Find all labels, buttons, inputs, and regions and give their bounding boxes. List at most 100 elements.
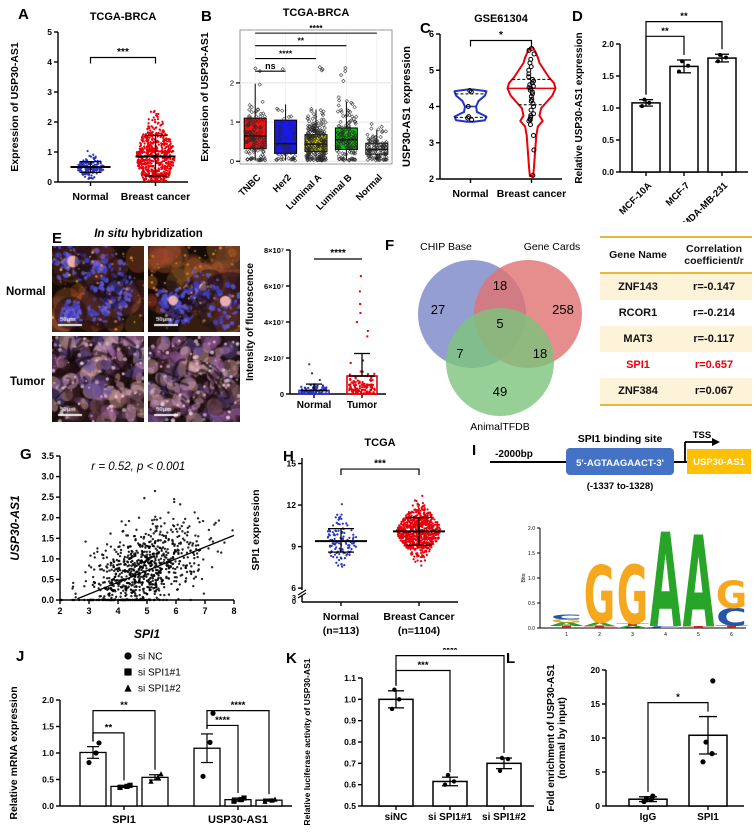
svg-text:Gene Cards: Gene Cards — [524, 241, 581, 253]
panel-e-chart: Intensity of fluorescence 0 2×10⁷ 4×10⁷ 6×10… — [245, 246, 386, 411]
venn-diagram: CHIP Base Gene Cards AnimalTFDB 27 258 49 18 7 1… — [418, 241, 582, 433]
panel-k-chart: Relative luciferase activity of USP30-AS… — [302, 648, 534, 826]
svg-text:5: 5 — [496, 316, 503, 331]
panel-label-d: D — [572, 8, 583, 25]
svg-text:5: 5 — [47, 27, 52, 37]
svg-text:1.0: 1.0 — [42, 748, 54, 758]
svg-text:0.0: 0.0 — [602, 167, 614, 177]
svg-text:7: 7 — [202, 606, 207, 616]
svg-text:0.7: 0.7 — [344, 758, 356, 768]
svg-text:1.0: 1.0 — [41, 554, 54, 564]
svg-text:A: A — [551, 622, 583, 627]
svg-text:TCGA: TCGA — [364, 437, 395, 449]
micrograph-normal-1 — [52, 246, 144, 332]
svg-text:T: T — [715, 625, 747, 629]
svg-text:2: 2 — [57, 606, 62, 616]
svg-text:0: 0 — [292, 597, 296, 606]
panel-l-chart: Fold enrichment of USP30-AS1 (normal by i… — [546, 664, 744, 823]
svg-text:4: 4 — [664, 632, 667, 638]
svg-text:2: 2 — [230, 78, 234, 87]
svg-text:MCF-10A: MCF-10A — [617, 180, 654, 217]
svg-text:18: 18 — [533, 346, 547, 361]
svg-text:2.0: 2.0 — [528, 526, 535, 532]
panel-label-h: H — [283, 448, 294, 465]
panel-e: In situ hybridization Normal Tumor Inten… — [6, 226, 398, 432]
svg-text:6: 6 — [291, 583, 296, 593]
svg-text:0: 0 — [47, 177, 52, 187]
svg-text:4: 4 — [115, 606, 120, 616]
svg-text:**: ** — [297, 36, 304, 46]
svg-text:4×10⁷: 4×10⁷ — [264, 318, 284, 327]
svg-text:0.5: 0.5 — [528, 601, 535, 607]
svg-text:Expression of USP30-AS1: Expression of USP30-AS1 — [199, 32, 211, 162]
svg-text:8×10⁷: 8×10⁷ — [264, 246, 284, 255]
panel-h-chart: TCGA SPI1 expression 6 9 12 15 30 Normal (n=113)… — [250, 437, 458, 637]
svg-text:IgG: IgG — [640, 812, 657, 823]
svg-text:****: **** — [443, 648, 458, 656]
svg-text:0.5: 0.5 — [344, 801, 356, 811]
svg-text:Normal: Normal — [72, 191, 108, 203]
svg-text:TCGA-BRCA: TCGA-BRCA — [90, 11, 157, 23]
svg-text:T: T — [616, 623, 648, 626]
svg-text:C: C — [551, 613, 582, 621]
svg-text:0: 0 — [595, 801, 600, 811]
svg-text:3: 3 — [631, 632, 634, 638]
panel-e-title: In situ hybridization — [94, 228, 203, 240]
panel-label-c: C — [420, 20, 431, 37]
svg-text:10: 10 — [591, 733, 601, 743]
svg-text:0.9: 0.9 — [344, 716, 356, 726]
panel-d-chart: Relative USP30-AS1 expression 0.0 0.5 1.0 1.… — [574, 11, 748, 222]
svg-text:8: 8 — [231, 606, 236, 616]
svg-text:***: *** — [374, 459, 386, 470]
svg-text:SPI1: SPI1 — [112, 814, 136, 826]
svg-text:ns: ns — [265, 61, 276, 71]
svg-text:USP30-AS1: USP30-AS1 — [208, 814, 268, 826]
col-correlation: Correlation coefficient/r — [684, 243, 744, 268]
svg-text:2.0: 2.0 — [42, 695, 54, 705]
panel-label-k: K — [286, 650, 297, 667]
svg-text:****: **** — [309, 23, 323, 33]
svg-text:A: A — [650, 506, 682, 652]
svg-text:**: ** — [120, 700, 128, 711]
micrograph-tumor-1 — [52, 336, 144, 422]
svg-text:G: G — [551, 619, 582, 624]
svg-text:-2000bp: -2000bp — [495, 449, 533, 460]
panel-label-e: E — [52, 230, 63, 247]
svg-text:0.5: 0.5 — [602, 135, 614, 145]
svg-text:3.5: 3.5 — [41, 451, 54, 461]
svg-text:1: 1 — [47, 147, 52, 157]
svg-text:A: A — [617, 625, 649, 629]
svg-text:Relative USP30-AS1 expression: Relative USP30-AS1 expression — [574, 32, 585, 183]
svg-text:1.0: 1.0 — [528, 576, 535, 582]
svg-text:T: T — [550, 625, 582, 629]
svg-text:(normal by input): (normal by input) — [557, 697, 568, 779]
svg-text:258: 258 — [552, 302, 574, 317]
micrograph-tumor-2 — [148, 336, 240, 422]
svg-text:2×10⁷: 2×10⁷ — [264, 354, 284, 363]
svg-text:Relative luciferase activity o: Relative luciferase activity of USP30-AS… — [302, 658, 312, 825]
svg-text:2: 2 — [598, 632, 601, 638]
svg-text:T: T — [583, 625, 615, 628]
svg-text:r = 0.52, p < 0.001: r = 0.52, p < 0.001 — [91, 461, 185, 473]
svg-text:Breast cancer: Breast cancer — [121, 191, 190, 203]
svg-text:4: 4 — [429, 102, 434, 112]
svg-text:6×10⁷: 6×10⁷ — [264, 282, 284, 291]
svg-text:3: 3 — [86, 606, 91, 616]
svg-text:si SPI1#2: si SPI1#2 — [138, 684, 181, 695]
panel-label-i: I — [472, 442, 477, 459]
svg-text:Intensity of fluorescence: Intensity of fluorescence — [245, 263, 256, 381]
svg-text:2: 2 — [429, 174, 434, 184]
svg-text:1.5: 1.5 — [41, 533, 54, 543]
svg-text:TNBC: TNBC — [237, 172, 264, 199]
panel-a-chart: TCGA-BRCA Expression of USP30-AS1 0 1 2 3 4 5 No… — [9, 11, 190, 203]
svg-text:USP30-AS1 expression: USP30-AS1 expression — [401, 46, 413, 167]
svg-text:2.5: 2.5 — [41, 492, 54, 502]
table-row: ZNF143 r=-0.147 — [600, 274, 752, 301]
row-label-tumor: Tumor — [10, 376, 45, 388]
panel-label-a: A — [18, 6, 29, 23]
svg-text:TSS: TSS — [693, 430, 711, 441]
svg-text:15: 15 — [591, 699, 601, 709]
svg-text:0.8: 0.8 — [344, 737, 356, 747]
svg-text:20: 20 — [591, 665, 601, 675]
svg-text:1: 1 — [565, 632, 568, 638]
